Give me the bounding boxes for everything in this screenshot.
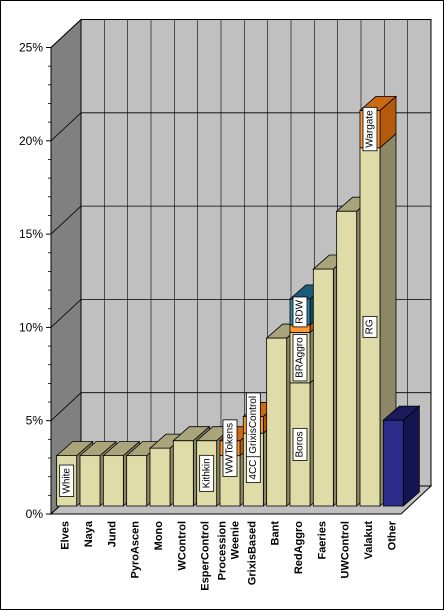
- bar-segment: [126, 455, 148, 507]
- x-tick-label: Other: [386, 520, 398, 550]
- bar-top: [172, 426, 211, 442]
- y-tick-label: 20%: [19, 134, 43, 148]
- data-label-box: [59, 464, 75, 497]
- bar-top: [382, 405, 421, 421]
- x-tick-label: Faeries: [316, 521, 328, 560]
- bar-14: [382, 405, 421, 507]
- bar-segment: [312, 268, 334, 507]
- x-tick-label: PyroAscen: [130, 521, 142, 579]
- side-gridline-4: [50, 112, 82, 142]
- data-label-text: White: [61, 468, 72, 494]
- data-label-text: Kithkin: [201, 458, 212, 488]
- x-tick-label: Procession: [217, 521, 229, 581]
- left-side-wall: [50, 18, 82, 516]
- bar-segment-side: [402, 405, 420, 507]
- y-axis: 0% 5% 10% 15% 20% 25%: [19, 41, 52, 521]
- data-label-text: GrixisControl: [248, 396, 259, 454]
- data-label: RDW: [292, 296, 308, 328]
- side-gridline-1: [50, 392, 82, 421]
- bar-top: [78, 441, 118, 457]
- bar-segment: [336, 210, 358, 507]
- data-label: BRAggro: [292, 333, 308, 382]
- data-label: GrixisControl: [245, 392, 261, 458]
- data-label-box: [292, 296, 308, 328]
- data-label-text: RG: [365, 319, 376, 334]
- data-label-box: [245, 392, 261, 458]
- bar-segment: [102, 455, 124, 507]
- x-tick-label: Bant: [270, 521, 282, 546]
- data-label-text: BRAggro: [295, 337, 306, 378]
- data-label-box: [292, 427, 308, 461]
- data-label-text: Boros: [295, 431, 306, 457]
- data-label: 4CC: [245, 456, 261, 484]
- data-label-box: [362, 106, 378, 152]
- data-labels: White Kithkin WWTokens 4CC GrixisControl Boro…: [59, 106, 378, 497]
- bar-segment: [382, 419, 404, 507]
- side-gridline-3: [50, 205, 82, 235]
- data-label-box: [199, 454, 215, 492]
- data-label-box: [292, 333, 308, 382]
- bar-segment: [266, 337, 288, 507]
- y-tick-label: 25%: [19, 41, 43, 55]
- x-tick-label: Mono: [153, 521, 165, 551]
- bar-segment: [79, 455, 101, 507]
- data-label-box: [362, 315, 378, 338]
- data-label-text: 4CC: [248, 460, 259, 480]
- y-tick-label: 10%: [19, 320, 43, 334]
- x-tick-label: Naya: [83, 520, 95, 547]
- y-tick-label: 5%: [26, 414, 44, 428]
- bar-segment: [149, 447, 171, 507]
- x-tick-label: Valakut: [363, 521, 375, 560]
- data-label: White: [59, 464, 75, 497]
- data-label-text: RDW: [295, 299, 306, 323]
- data-label-text: WWTokens: [225, 423, 236, 474]
- x-axis: Elves Naya Jund PyroAscen Mono WControl EsperC…: [60, 520, 399, 591]
- bar-segment: [172, 440, 194, 507]
- data-label-text: Wargate: [365, 110, 376, 148]
- x-tick-label: UWControl: [340, 521, 352, 578]
- data-label-box: [222, 419, 238, 477]
- data-label: RG: [362, 315, 378, 338]
- x-tick-label: WControl: [176, 521, 188, 570]
- x-tick-label: EsperControl: [200, 521, 212, 591]
- data-label: Boros: [292, 427, 308, 461]
- x-tick-label: Jund: [106, 521, 118, 547]
- x-tick-label: GrixisBased: [246, 521, 258, 585]
- data-label: WWTokens: [222, 419, 238, 477]
- data-label: Wargate: [362, 106, 378, 152]
- side-gridline-2: [50, 299, 82, 328]
- x-tick-label: Weenie: [230, 521, 242, 559]
- bar-top: [102, 441, 141, 457]
- bar-top: [55, 441, 94, 457]
- side-gridline-5: [50, 19, 82, 48]
- data-label: Kithkin: [199, 454, 215, 492]
- x-tick-label: RedAggro: [293, 521, 305, 574]
- y-tick-label: 0%: [26, 507, 44, 521]
- y-tick-label: 15%: [19, 227, 43, 241]
- x-tick-label: Elves: [60, 521, 72, 550]
